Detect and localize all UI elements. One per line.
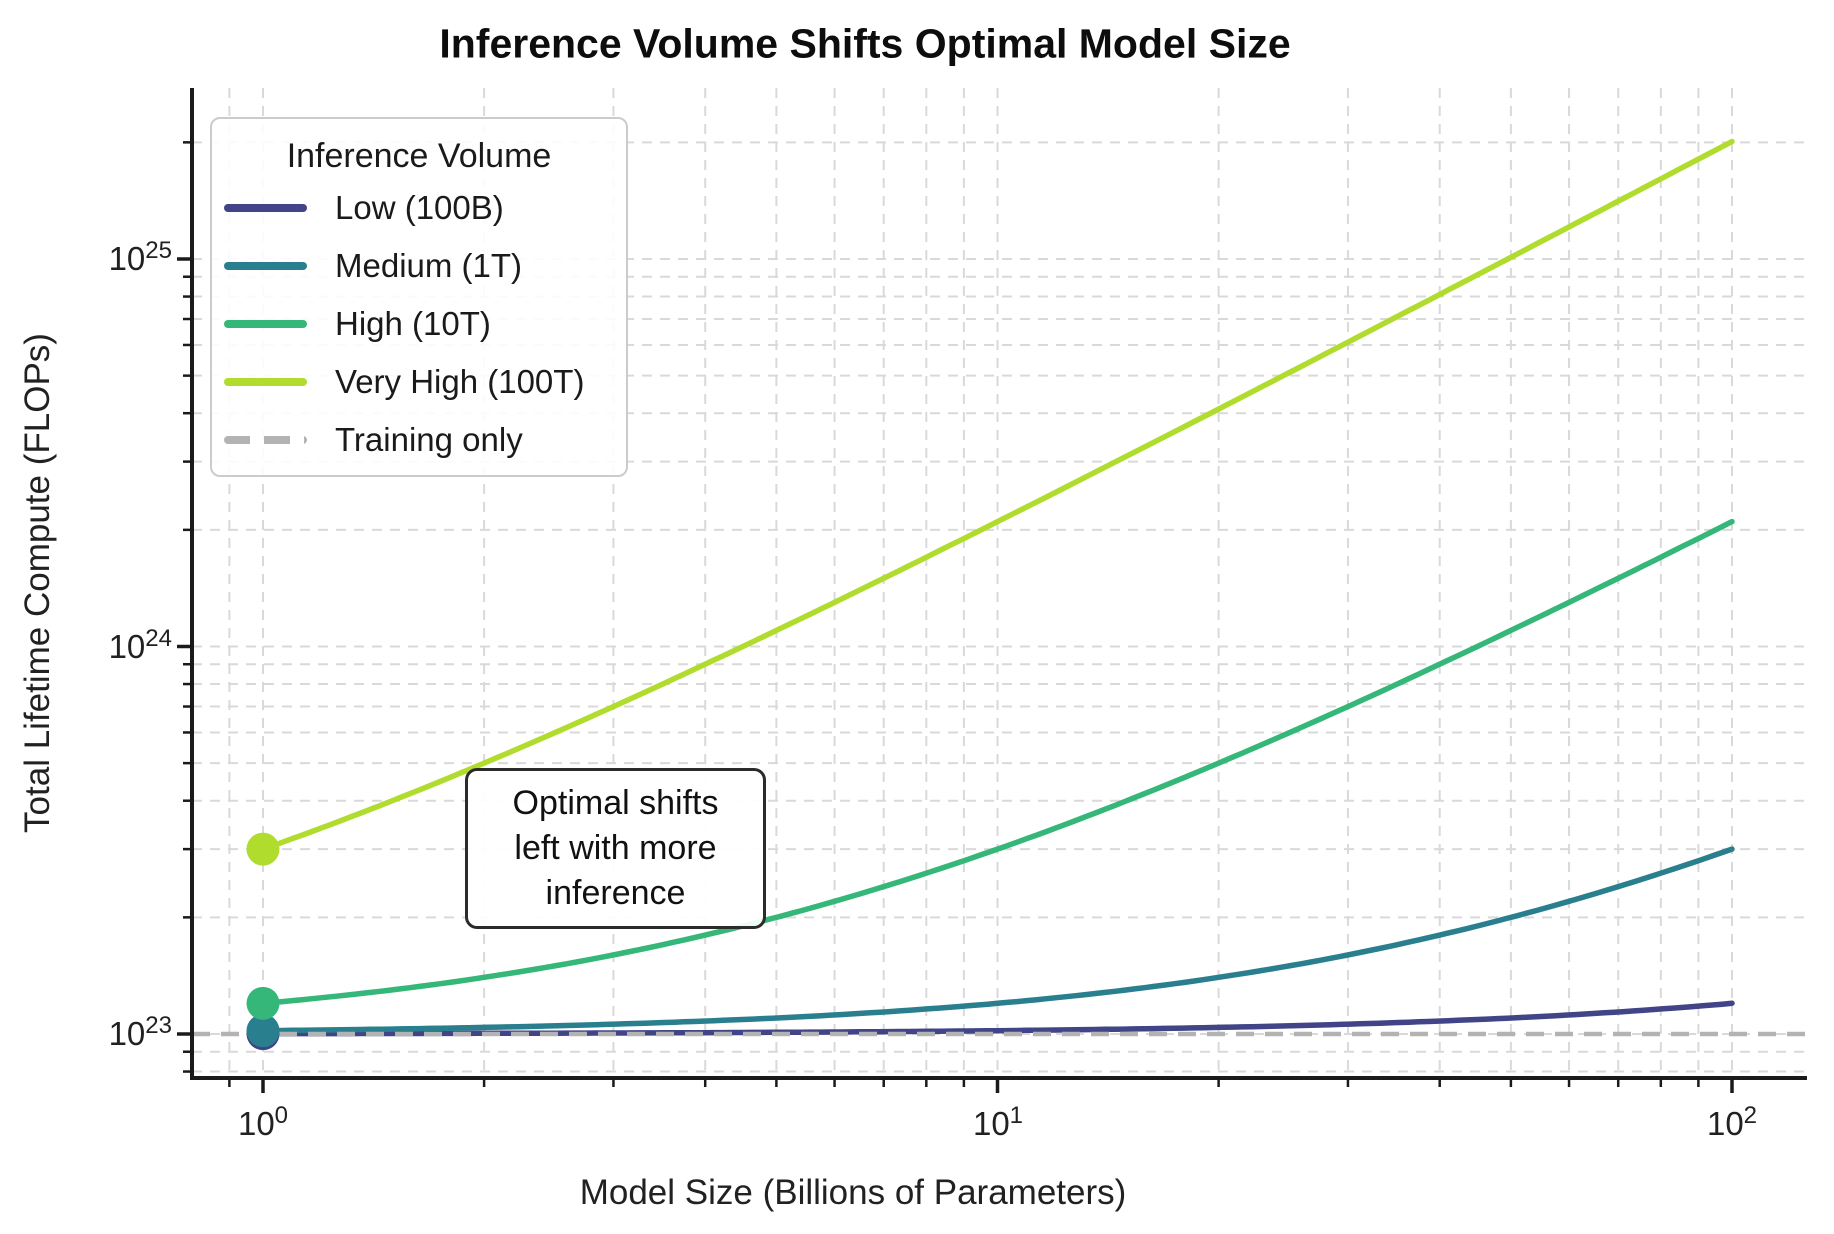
legend-item-very-high: Very High (100T)	[212, 353, 626, 411]
annotation-text: Optimal shifts left with more inference	[512, 784, 719, 912]
legend-title: Inference Volume	[286, 137, 552, 175]
x-tick-label-1: 100	[237, 1102, 289, 1143]
legend-item-label: Low (100B)	[335, 189, 504, 226]
legend-swatch-high	[224, 320, 307, 328]
y-tick-label-1e23: 1023	[108, 1012, 172, 1053]
legend-item-label: Training only	[335, 421, 523, 458]
annotation-box: Optimal shifts left with more inference	[465, 768, 766, 929]
legend-swatch-medium	[224, 262, 307, 270]
x-axis-label: Model Size (Billions of Parameters)	[579, 1173, 1127, 1212]
legend-swatch-training-only	[224, 436, 307, 444]
legend: Inference Volume Low (100B) Medium (1T) …	[210, 117, 628, 477]
chart-title: Inference Volume Shifts Optimal Model Si…	[439, 20, 1291, 67]
legend-item-low: Low (100B)	[212, 179, 626, 237]
legend-item-medium: Medium (1T)	[212, 237, 626, 295]
legend-swatch-low	[224, 204, 307, 212]
legend-item-label: Very High (100T)	[335, 363, 585, 400]
x-tick-label-100: 102	[1706, 1102, 1758, 1143]
legend-item-label: High (10T)	[335, 305, 491, 342]
x-tick-label-10: 101	[972, 1102, 1024, 1143]
y-tick-label-1e24: 1024	[108, 625, 172, 666]
legend-item-training-only: Training only	[212, 411, 626, 469]
y-tick-label-1e25: 1025	[108, 237, 172, 278]
y-axis-label: Total Lifetime Compute (FLOPs)	[18, 333, 57, 833]
legend-swatch-very-high	[224, 378, 307, 386]
legend-item-label: Medium (1T)	[335, 247, 523, 284]
legend-item-high: High (10T)	[212, 295, 626, 353]
